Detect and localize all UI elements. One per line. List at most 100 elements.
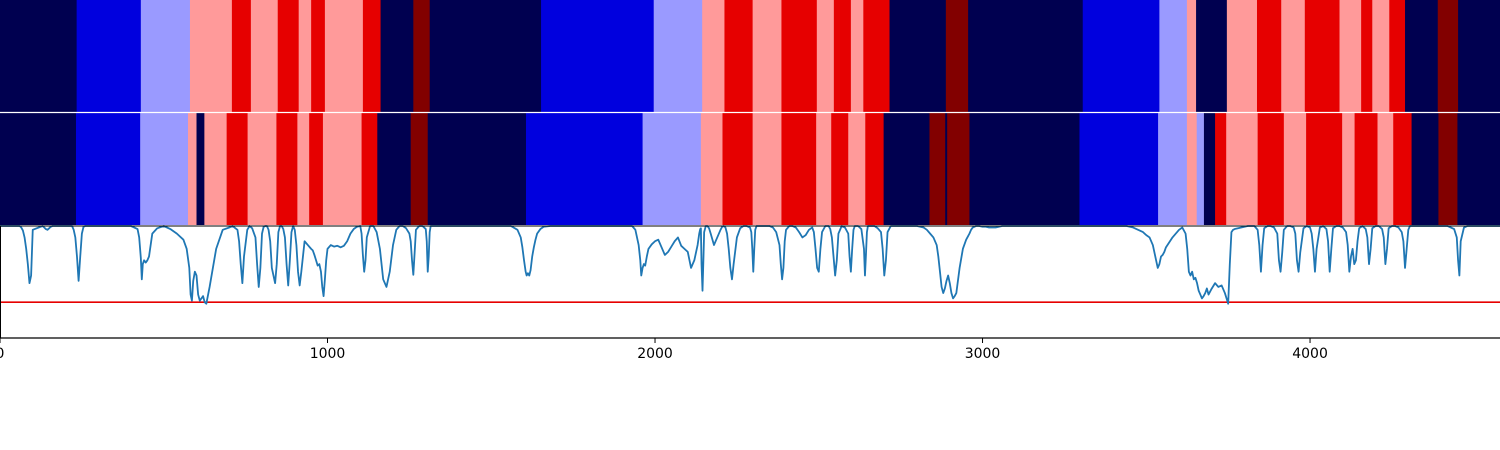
heatmap-segment-1-28 (1082, 0, 1160, 112)
heatmap-segment-2-6 (204, 113, 228, 225)
heatmap-segment-2-40 (1283, 113, 1307, 225)
heatmap-segment-2-19 (700, 113, 724, 225)
x-tick-label-3: 2000 (637, 346, 673, 362)
x-tick-label-5: 4000 (1292, 346, 1328, 362)
heatmap-segment-1-17 (702, 0, 726, 112)
heatmap-segment-1-38 (1372, 0, 1390, 112)
heatmap-segment-1-7 (277, 0, 300, 112)
heatmap-segment-1-3 (140, 0, 191, 112)
heatmap-segment-2-2 (75, 113, 141, 225)
x-tick-label-2: 1000 (310, 346, 346, 362)
heatmap-segment-2-3 (140, 113, 189, 225)
heatmap-segment-2-5 (196, 113, 205, 225)
heatmap-segment-1-25 (889, 0, 947, 112)
x-tick-label-4: 3000 (965, 346, 1001, 362)
heatmap-segment-1-20 (781, 0, 818, 112)
heatmap-segment-2-15 (410, 113, 429, 225)
heatmap-segment-2-9 (276, 113, 298, 225)
line-panel (0, 225, 1500, 305)
signal-line (0, 225, 1500, 305)
heatmap-segment-2-38 (1226, 113, 1259, 225)
heatmap-segment-1-37 (1361, 0, 1373, 112)
heatmap-segment-1-21 (816, 0, 835, 112)
heatmap-segment-2-44 (1377, 113, 1394, 225)
heatmap-segment-2-14 (377, 113, 412, 225)
heatmap-tracks (0, 0, 1500, 225)
heatmap-segment-1-36 (1339, 0, 1362, 112)
heatmap-segment-2-43 (1354, 113, 1379, 225)
heatmap-segment-2-24 (831, 113, 849, 225)
heatmap-segment-2-36 (1203, 113, 1216, 225)
heatmap-segment-1-23 (850, 0, 864, 112)
heatmap-segment-2-10 (297, 113, 310, 225)
heatmap-segment-2-7 (226, 113, 249, 225)
heatmap-segment-2-13 (361, 113, 378, 225)
heatmap-segment-1-11 (362, 0, 382, 112)
heatmap-segment-2-29 (945, 113, 948, 225)
heatmap-segment-1-16 (653, 0, 703, 112)
heatmap-segment-2-1 (0, 113, 77, 225)
heatmap-segment-1-5 (231, 0, 252, 112)
panel-frames (0, 111, 1500, 339)
heatmap-segment-2-16 (427, 113, 527, 225)
heatmap-segment-1-31 (1196, 0, 1228, 112)
heatmap-segment-1-8 (298, 0, 312, 112)
x-axis: 0 1000 2000 3000 4000 (0, 338, 1328, 362)
heatmap-segment-2-25 (848, 113, 866, 225)
heatmap-segment-1-32 (1226, 0, 1258, 112)
heatmap-segment-2-4 (187, 113, 198, 225)
heatmap-segment-1-19 (752, 0, 783, 112)
heatmap-segment-1-14 (429, 0, 542, 112)
heatmap-segment-2-35 (1196, 113, 1205, 225)
heatmap-segment-2-28 (929, 113, 946, 225)
heatmap-segment-2-21 (752, 113, 783, 225)
heatmap-segment-2-31 (969, 113, 1081, 225)
heatmap-segment-2-33 (1158, 113, 1188, 225)
heatmap-segment-1-15 (541, 0, 655, 112)
heatmap-track-1 (0, 0, 1500, 112)
heatmap-segment-1-12 (380, 0, 414, 112)
heatmap-segment-2-20 (722, 113, 754, 225)
heatmap-segment-2-39 (1257, 113, 1285, 225)
heatmap-segment-2-30 (947, 113, 971, 225)
heatmap-segment-2-41 (1306, 113, 1343, 225)
heatmap-segment-2-23 (816, 113, 832, 225)
heatmap-segment-1-33 (1256, 0, 1282, 112)
heatmap-segment-2-46 (1411, 113, 1440, 225)
heatmap-segment-1-42 (1458, 0, 1500, 112)
heatmap-segment-1-41 (1437, 0, 1459, 112)
x-tick-label-1: 0 (0, 346, 4, 362)
heatmap-segment-1-1 (0, 0, 78, 112)
heatmap-segment-1-9 (311, 0, 326, 112)
heatmap-segment-2-17 (525, 113, 644, 225)
heatmap-track-2 (0, 113, 1500, 225)
heatmap-segment-1-40 (1405, 0, 1439, 112)
heatmap-segment-1-2 (76, 0, 142, 112)
heatmap-segment-2-45 (1393, 113, 1413, 225)
heatmap-segment-1-13 (413, 0, 431, 112)
heatmap-segment-1-22 (833, 0, 852, 112)
heatmap-segment-2-26 (865, 113, 885, 225)
heatmap-segment-2-47 (1438, 113, 1459, 225)
heatmap-segment-2-8 (247, 113, 278, 225)
heatmap-segment-2-34 (1186, 113, 1198, 225)
heatmap-segment-2-42 (1342, 113, 1356, 225)
heatmap-segment-1-4 (189, 0, 233, 112)
heatmap-segment-1-34 (1281, 0, 1306, 112)
heatmap-segment-1-18 (724, 0, 754, 112)
heatmap-segment-2-27 (883, 113, 931, 225)
heatmap-segment-2-12 (322, 113, 363, 225)
heatmap-segment-1-29 (1159, 0, 1188, 112)
heatmap-segment-2-18 (642, 113, 702, 225)
heatmap-segment-1-24 (863, 0, 891, 112)
heatmap-segment-1-39 (1389, 0, 1406, 112)
heatmap-segment-1-26 (945, 0, 969, 112)
heatmap-segment-2-11 (309, 113, 324, 225)
heatmap-segment-1-10 (324, 0, 364, 112)
heatmap-segment-2-22 (781, 113, 817, 225)
heatmap-segment-1-6 (250, 0, 279, 112)
heatmap-segment-2-37 (1215, 113, 1227, 225)
heatmap-segment-2-48 (1457, 113, 1500, 225)
heatmap-segment-1-30 (1186, 0, 1197, 112)
